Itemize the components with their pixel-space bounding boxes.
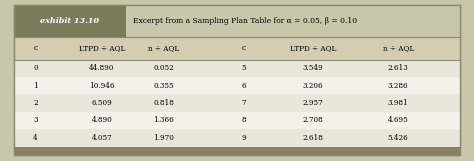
Text: 5: 5 — [242, 64, 246, 72]
Text: 1: 1 — [33, 82, 38, 90]
Text: 6: 6 — [242, 82, 246, 90]
Text: 3.206: 3.206 — [302, 82, 323, 90]
Text: 0.052: 0.052 — [153, 64, 174, 72]
Text: 0.355: 0.355 — [153, 82, 174, 90]
Text: 4.695: 4.695 — [388, 116, 409, 124]
Text: n ÷ AQL: n ÷ AQL — [383, 44, 414, 52]
Text: 0: 0 — [33, 64, 38, 72]
Text: 44.890: 44.890 — [89, 64, 115, 72]
Bar — [14, 5, 460, 37]
Text: 5.426: 5.426 — [388, 134, 409, 142]
Text: c: c — [242, 44, 246, 52]
Text: c: c — [34, 44, 37, 52]
Text: 2.957: 2.957 — [302, 99, 323, 107]
Text: 8: 8 — [242, 116, 246, 124]
Text: 4.057: 4.057 — [91, 134, 112, 142]
Text: Excerpt from a Sampling Plan Table for α = 0.05, β = 0.10: Excerpt from a Sampling Plan Table for α… — [133, 17, 357, 25]
Bar — [14, 147, 460, 155]
Bar — [14, 94, 460, 112]
Text: exhibit 13.10: exhibit 13.10 — [40, 17, 100, 25]
Text: 1.366: 1.366 — [153, 116, 174, 124]
Text: 2: 2 — [33, 99, 38, 107]
Text: 4.890: 4.890 — [91, 116, 112, 124]
Text: 9: 9 — [242, 134, 246, 142]
Text: n ÷ AQL: n ÷ AQL — [148, 44, 179, 52]
Bar — [14, 37, 460, 60]
Text: LTPD ÷ AQL: LTPD ÷ AQL — [79, 44, 125, 52]
Bar — [14, 77, 460, 94]
Text: LTPD ÷ AQL: LTPD ÷ AQL — [290, 44, 336, 52]
Bar — [14, 112, 460, 129]
Bar — [14, 5, 126, 37]
Text: 3.286: 3.286 — [388, 82, 409, 90]
Text: 6.509: 6.509 — [91, 99, 112, 107]
Bar — [14, 60, 460, 77]
Text: 1.970: 1.970 — [153, 134, 174, 142]
Text: 7: 7 — [242, 99, 246, 107]
Text: 3: 3 — [33, 116, 38, 124]
Text: 4: 4 — [33, 134, 38, 142]
Text: 2.618: 2.618 — [302, 134, 323, 142]
Text: 3.549: 3.549 — [302, 64, 323, 72]
Text: 10.946: 10.946 — [89, 82, 115, 90]
Text: 3.981: 3.981 — [388, 99, 409, 107]
Text: 2.708: 2.708 — [302, 116, 323, 124]
Bar — [14, 129, 460, 147]
Text: 0.818: 0.818 — [153, 99, 174, 107]
Text: 2.613: 2.613 — [388, 64, 409, 72]
